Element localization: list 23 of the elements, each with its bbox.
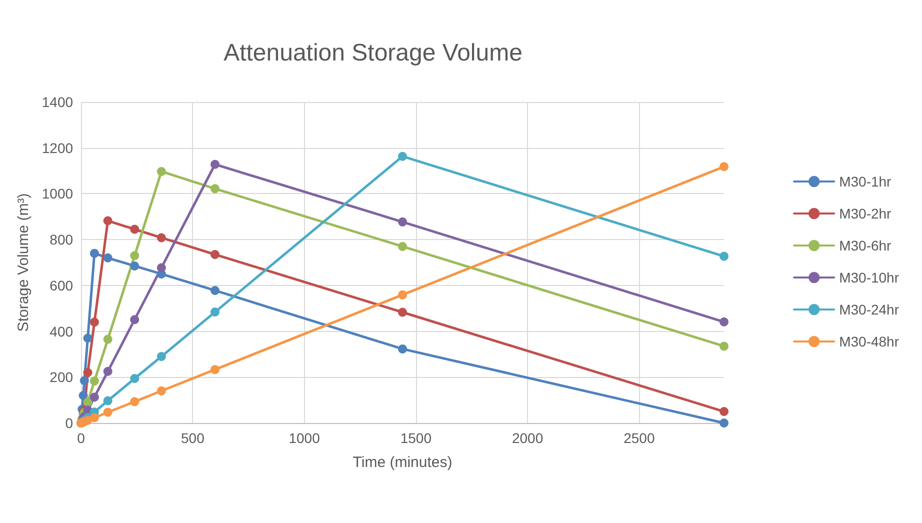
y-tick-label: 400 — [50, 323, 74, 340]
legend-label: M30-48hr — [839, 334, 900, 350]
x-tick-label: 1500 — [400, 430, 432, 446]
legend-label: M30-2hr — [839, 206, 892, 222]
x-tick-label: 2000 — [512, 430, 544, 446]
y-tick-label: 1000 — [42, 186, 74, 202]
chart-title: Attenuation Storage Volume — [224, 40, 522, 66]
legend-label: M30-1hr — [839, 174, 892, 190]
legend-label: M30-10hr — [839, 270, 900, 286]
y-tick-label: 1200 — [42, 140, 74, 156]
x-tick-label: 2500 — [624, 430, 655, 446]
y-tick-label: 600 — [50, 277, 74, 294]
x-tick-label: 0 — [77, 430, 86, 446]
legend-label: M30-24hr — [839, 302, 900, 318]
y-tick-label: 200 — [50, 369, 74, 386]
x-tick-label: 500 — [180, 430, 205, 446]
y-tick-label: 800 — [50, 232, 74, 248]
x-axis-title: Time (minutes) — [352, 454, 452, 471]
y-tick-label: 1400 — [42, 94, 74, 110]
x-tick-label: 1000 — [288, 430, 320, 446]
y-tick-label: 0 — [65, 415, 74, 431]
legend-label: M30-6hr — [839, 238, 892, 254]
y-axis-title: Storage Volume (m³) — [15, 193, 32, 332]
